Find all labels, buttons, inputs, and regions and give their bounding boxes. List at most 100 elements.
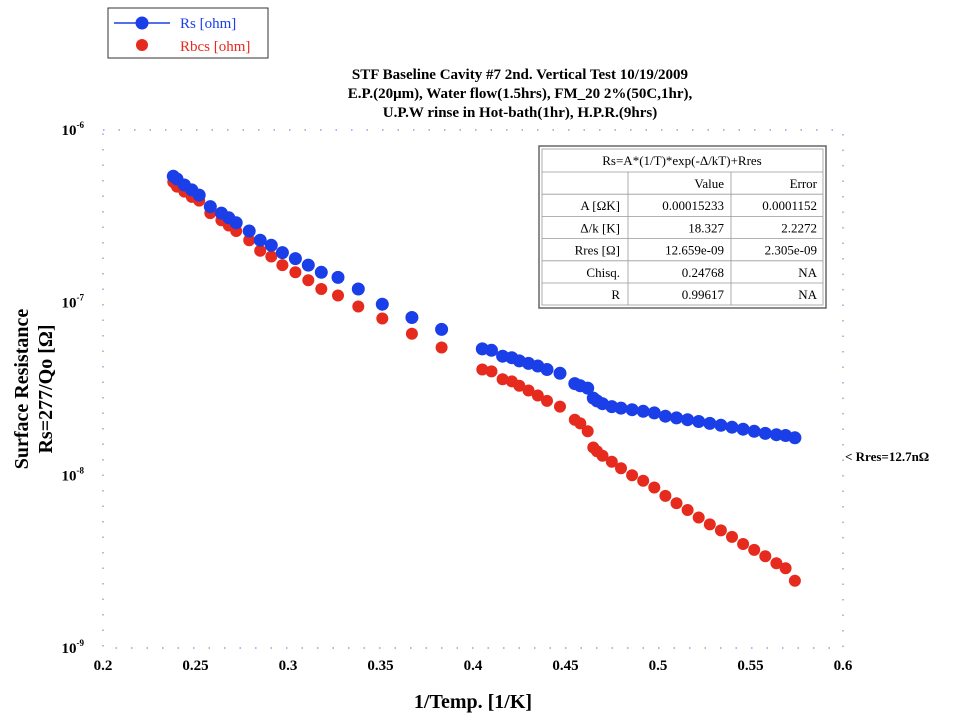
rs-point bbox=[375, 297, 389, 311]
rs-point bbox=[714, 418, 728, 432]
rbcs-point bbox=[626, 469, 639, 482]
rs-point bbox=[581, 381, 595, 395]
rs-point bbox=[725, 420, 739, 434]
rbcs-point bbox=[352, 300, 365, 313]
fit-cell-label: A [ΩK] bbox=[580, 198, 620, 213]
rs-point bbox=[264, 238, 278, 252]
x-axis-ticks: 0.2 0.25 0.3 0.35 0.4 0.45 0.5 0.55 0.6 bbox=[94, 658, 853, 674]
rbcs-point bbox=[670, 497, 683, 510]
rbcs-point bbox=[435, 341, 448, 354]
rs-point bbox=[405, 311, 419, 324]
rbcs-point bbox=[703, 518, 716, 531]
fit-table: Rs=A*(1/T)*exp(-Δ/kT)+Rres Value Error A [… bbox=[538, 145, 827, 309]
rbcs-point bbox=[788, 574, 801, 587]
rbcs-point bbox=[581, 425, 594, 438]
rs-point bbox=[229, 216, 243, 230]
rbcs-point bbox=[714, 524, 727, 537]
y-tick-label: 10-8 bbox=[62, 465, 85, 484]
rs-point bbox=[647, 406, 661, 420]
rs-point bbox=[288, 252, 302, 266]
legend-rbcs-marker bbox=[136, 39, 148, 51]
rbcs-point bbox=[405, 327, 418, 340]
rbcs-point bbox=[485, 365, 498, 378]
y-tick-label: 10-9 bbox=[62, 638, 85, 657]
legend-rbcs-label: Rbcs [ohm] bbox=[180, 39, 250, 55]
y-tick-label: 10-7 bbox=[62, 293, 85, 312]
rs-point bbox=[485, 343, 498, 357]
rs-point bbox=[553, 366, 567, 380]
fit-cell-label: R bbox=[611, 287, 620, 302]
rbcs-point bbox=[615, 462, 627, 475]
y-axis-title: Surface Resistance Rs=277/Qo [Ω] bbox=[11, 309, 57, 470]
rs-point bbox=[331, 270, 345, 284]
fit-cell-value: 0.99617 bbox=[682, 287, 725, 302]
rres-annotation: < Rres=12.7nΩ bbox=[845, 449, 929, 464]
rbcs-point bbox=[522, 384, 535, 397]
rs-point bbox=[540, 363, 554, 376]
rbcs-point bbox=[726, 530, 738, 543]
rs-point bbox=[681, 413, 695, 427]
rbcs-point bbox=[748, 543, 761, 556]
x-tick-label: 0.35 bbox=[367, 658, 393, 674]
rbcs-point bbox=[759, 550, 772, 563]
fit-cell-value: 0.24768 bbox=[682, 265, 724, 280]
rs-point bbox=[703, 416, 717, 430]
rs-point bbox=[614, 401, 628, 415]
fit-table-inner bbox=[541, 148, 824, 306]
rs-point bbox=[253, 233, 267, 247]
fit-table-outer bbox=[538, 145, 827, 309]
rbcs-point bbox=[779, 562, 792, 575]
rbcs-point bbox=[513, 379, 526, 392]
x-tick-label: 0.6 bbox=[834, 658, 853, 674]
rbcs-point bbox=[574, 417, 587, 430]
legend-rs-label: Rs [ohm] bbox=[180, 16, 236, 32]
y-tick-label: 10-6 bbox=[62, 120, 85, 139]
legend-rs-marker bbox=[135, 16, 149, 30]
chart-title: STF Baseline Cavity #7 2nd. Vertical Tes… bbox=[348, 67, 693, 121]
fit-table-rows: Value Error A [ΩK] 0.00015233 0.0001152 Δ/k [… bbox=[542, 176, 823, 302]
rbcs-point bbox=[541, 394, 553, 407]
rbcs-point bbox=[681, 504, 694, 516]
rs-point bbox=[275, 246, 289, 260]
fit-cell-value: 12.659e-09 bbox=[665, 243, 724, 258]
rs-point bbox=[736, 422, 750, 436]
rbcs-point bbox=[659, 489, 672, 502]
legend: Rs [ohm] Rbcs [ohm] bbox=[107, 7, 269, 59]
series-rs bbox=[166, 169, 802, 445]
rs-point bbox=[670, 411, 683, 425]
rbcs-point bbox=[737, 538, 750, 550]
fit-cell-value: 18.327 bbox=[688, 220, 724, 235]
rs-point bbox=[658, 409, 672, 423]
fit-cell-error: 2.305e-09 bbox=[765, 243, 817, 258]
x-tick-label: 0.4 bbox=[464, 658, 483, 674]
rbcs-point bbox=[770, 557, 783, 570]
rbcs-point bbox=[605, 455, 618, 468]
rbcs-point bbox=[637, 474, 650, 487]
rbcs-point bbox=[531, 389, 544, 402]
rs-point bbox=[351, 282, 365, 296]
rbcs-point bbox=[254, 244, 267, 257]
fit-cell-label: Rres [Ω] bbox=[575, 243, 620, 258]
x-tick-label: 0.55 bbox=[737, 658, 763, 674]
fit-cell-label: Δ/k [K] bbox=[580, 220, 620, 235]
rbcs-point bbox=[276, 259, 289, 272]
rbcs-point bbox=[496, 373, 509, 386]
rs-point bbox=[625, 403, 639, 417]
rs-point bbox=[758, 426, 772, 440]
fit-cell-label: Chisq. bbox=[586, 265, 620, 280]
rs-point bbox=[435, 322, 449, 336]
fit-formula: Rs=A*(1/T)*exp(-Δ/kT)+Rres bbox=[602, 153, 762, 168]
rs-point bbox=[314, 265, 328, 279]
fit-cell-error: NA bbox=[798, 287, 817, 302]
rbcs-point bbox=[243, 234, 256, 247]
x-tick-label: 0.3 bbox=[279, 658, 298, 674]
rbcs-point bbox=[302, 274, 315, 287]
fit-cell-error: 0.0001152 bbox=[762, 198, 817, 213]
rs-point bbox=[692, 415, 706, 428]
fit-cell-error: NA bbox=[798, 265, 817, 280]
rbcs-point bbox=[332, 289, 344, 302]
fit-cell-error: 2.2272 bbox=[781, 220, 817, 235]
x-tick-label: 0.25 bbox=[182, 658, 208, 674]
rs-point bbox=[747, 424, 761, 438]
